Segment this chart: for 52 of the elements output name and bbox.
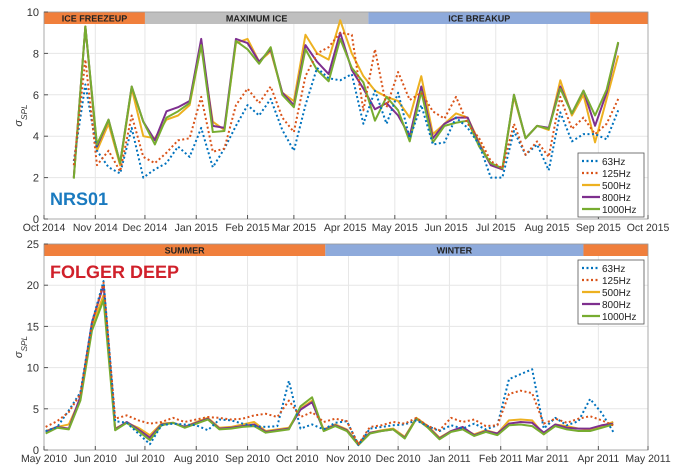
x-tick-label: Feb 2015 xyxy=(225,222,270,234)
x-tick-label: May 2015 xyxy=(372,222,418,234)
annotation: FOLGER DEEP xyxy=(50,262,180,282)
y-tick-label: 10 xyxy=(26,362,39,375)
y-tick-label: 20 xyxy=(26,280,39,292)
band-label: ICE FREEZEUP xyxy=(62,14,128,24)
legend-label: 63Hz xyxy=(602,157,626,168)
x-tick-label: Aug 2010 xyxy=(174,453,219,465)
band-label: MAXIMUM ICE xyxy=(226,14,288,24)
legend-label: 1000Hz xyxy=(602,312,636,323)
y-tick-label: 6 xyxy=(32,90,39,102)
legend-label: 500Hz xyxy=(602,181,631,192)
y-tick-label: 5 xyxy=(32,404,39,416)
x-tick-label: Oct 2015 xyxy=(626,222,670,234)
annotation: NRS01 xyxy=(50,189,108,209)
legend-label: 1000Hz xyxy=(602,205,636,216)
x-tick-label: Jun 2015 xyxy=(424,222,468,234)
x-tick-label: Jan 2011 xyxy=(428,453,471,465)
band-label: WINTER xyxy=(436,246,473,256)
legend-label: 63Hz xyxy=(602,264,626,275)
y-tick-label: 2 xyxy=(32,172,39,185)
x-tick-label: Nov 2010 xyxy=(326,453,372,465)
x-tick-label: Dec 2014 xyxy=(122,222,168,234)
x-tick-label: Mar 2015 xyxy=(272,222,316,234)
band-label: ICE BREAKUP xyxy=(448,14,510,24)
x-tick-label: Jul 2015 xyxy=(476,222,516,234)
x-tick-label: May 2011 xyxy=(625,453,671,465)
legend-label: 125Hz xyxy=(602,169,631,180)
x-tick-label: Aug 2015 xyxy=(524,222,570,234)
x-tick-label: Jun 2010 xyxy=(74,453,118,465)
x-tick-label: Jan 2015 xyxy=(174,222,218,234)
y-tick-label: 8 xyxy=(32,48,39,60)
x-tick-label: Sep 2015 xyxy=(576,222,621,234)
y-tick-label: 4 xyxy=(32,131,39,144)
x-tick-label: Apr 2015 xyxy=(324,222,367,234)
legend-label: 125Hz xyxy=(602,276,631,287)
x-tick-label: Feb 2011 xyxy=(478,453,523,465)
x-tick-label: Dec 2010 xyxy=(376,453,421,465)
y-tick-label: 25 xyxy=(26,239,39,251)
x-tick-label: Nov 2014 xyxy=(72,222,118,234)
x-tick-label: Oct 2010 xyxy=(276,453,319,465)
x-tick-label: Oct 2014 xyxy=(22,222,66,234)
x-tick-label: Apr 2011 xyxy=(577,453,620,465)
x-tick-label: Sep 2010 xyxy=(225,453,270,465)
y-tick-label: 10 xyxy=(26,7,39,19)
legend-label: 500Hz xyxy=(602,288,631,299)
y-tick-label: 15 xyxy=(26,321,39,334)
legend-label: 800Hz xyxy=(602,193,631,204)
x-tick-label: Jul 2010 xyxy=(125,453,165,465)
legend-label: 800Hz xyxy=(602,300,631,311)
x-tick-label: Mar 2011 xyxy=(525,453,569,465)
band-label: SUMMER xyxy=(164,246,206,256)
